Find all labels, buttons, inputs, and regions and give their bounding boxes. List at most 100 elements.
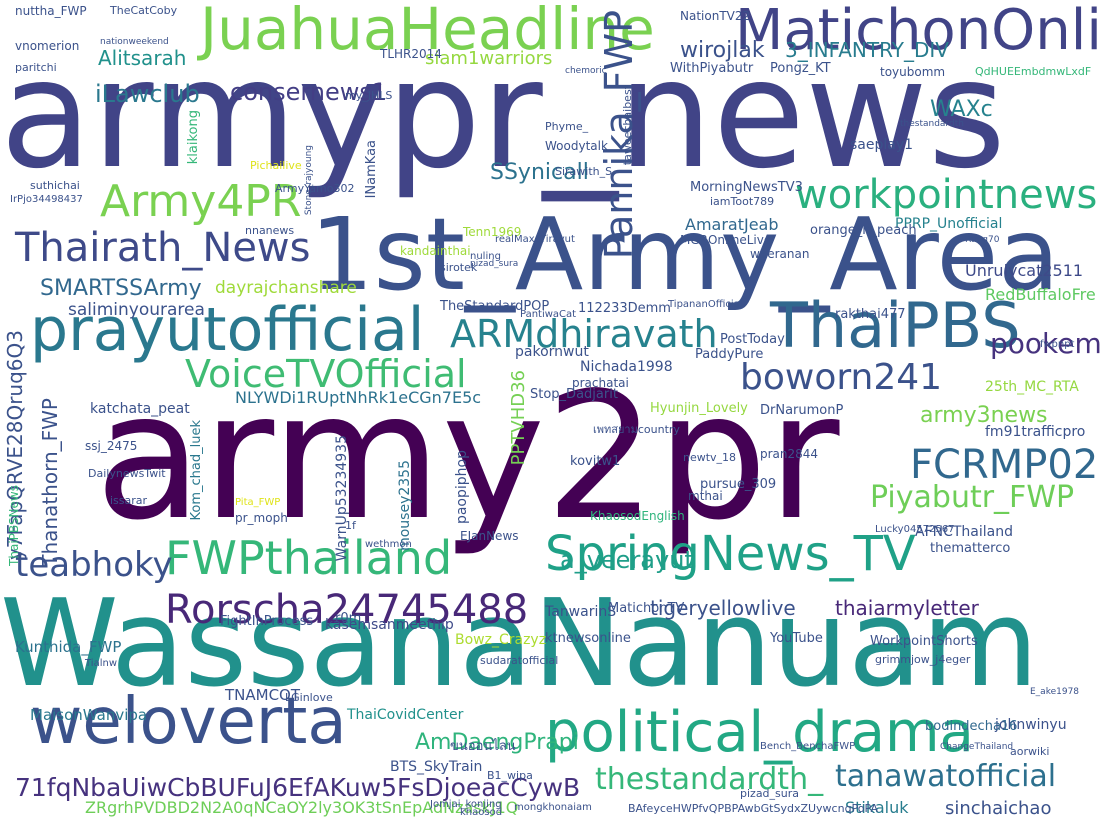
cloud-word: Kunthida_FWP bbox=[15, 638, 122, 656]
cloud-word: Piyabutr_FWP bbox=[870, 480, 1075, 515]
cloud-word: Tenn1969 bbox=[463, 225, 522, 239]
cloud-word: nationweekend bbox=[100, 37, 169, 47]
cloud-word: ssj_2475 bbox=[85, 439, 138, 453]
cloud-word: LGinlove bbox=[285, 691, 333, 704]
cloud-word: 71fqNbaUiwCbBUFuJ6EfAKuw5FsDjoeacCywB bbox=[15, 773, 581, 802]
cloud-word: WassanaNanuam bbox=[0, 575, 1039, 714]
cloud-word: pakornwut bbox=[515, 344, 589, 360]
cloud-word: dayrajchanshare bbox=[215, 278, 357, 298]
cloud-word: boworn241 bbox=[740, 357, 943, 398]
cloud-word: TipananOfficial bbox=[668, 299, 743, 310]
cloud-word: fm91trafficpro bbox=[985, 424, 1086, 440]
cloud-word: khaosod bbox=[460, 807, 503, 818]
cloud-word: fwpnpt bbox=[1040, 339, 1075, 350]
cloud-word: Kom_chad_luek bbox=[189, 420, 204, 521]
cloud-word: Hyunjin_Lovely bbox=[650, 401, 748, 416]
cloud-word: pursue_309 bbox=[700, 477, 777, 492]
cloud-word: paopiphop bbox=[454, 450, 470, 525]
cloud-word: Sirawith_S bbox=[555, 165, 613, 178]
cloud-word: thestandardth bbox=[900, 119, 964, 129]
cloud-word: Jomjai_konjing bbox=[430, 799, 502, 810]
cloud-word: EJanNews bbox=[460, 529, 519, 543]
cloud-word: NationTV22 bbox=[680, 9, 751, 23]
cloud-word: ArmyYamo302 bbox=[275, 182, 355, 195]
cloud-word: MGROnlineLive bbox=[680, 233, 772, 247]
cloud-word: kasemsanmeethip bbox=[325, 617, 454, 633]
cloud-word: JuahuaHeadline bbox=[200, 0, 655, 63]
cloud-word: suthichai bbox=[30, 179, 80, 192]
cloud-word: TheCatCoby bbox=[110, 4, 178, 17]
cloud-word: Army4PR bbox=[100, 176, 302, 227]
cloud-word: Unrulycat2511 bbox=[965, 261, 1084, 280]
cloud-word: taweechaibest bbox=[621, 85, 634, 166]
cloud-word: Tialnw bbox=[85, 658, 118, 669]
cloud-word: klaikong bbox=[186, 110, 201, 165]
cloud-word: rakthai477 bbox=[835, 307, 906, 322]
cloud-word: kovitw1 bbox=[570, 454, 621, 469]
cloud-word: DailynewsTwit bbox=[88, 467, 166, 480]
cloud-word: KhaosodEnglish bbox=[590, 509, 685, 523]
cloud-word: Phyme_ bbox=[545, 120, 589, 133]
cloud-word: PPRP_Unofficial bbox=[895, 216, 1003, 232]
cloud-word: army2pr bbox=[95, 356, 840, 559]
cloud-word: ZRgrhPVDBD2N2A0qNCaOY2ly3OK3tSnEpAdNzask… bbox=[85, 798, 519, 817]
cloud-word: Pita_FWP bbox=[235, 497, 281, 508]
cloud-word: DrNarumonP bbox=[760, 403, 844, 418]
cloud-word: Stikaluk bbox=[845, 798, 909, 817]
cloud-word: SpringNews_TV bbox=[545, 526, 916, 582]
cloud-word: Rorscha24745488 bbox=[165, 587, 529, 633]
cloud-word: ThaiPBSNews bbox=[7, 485, 21, 566]
cloud-word: FightInProcess bbox=[220, 614, 314, 629]
cloud-word: E_ake1978 bbox=[1030, 687, 1080, 697]
cloud-word: saliminyourarea bbox=[68, 300, 205, 320]
cloud-word: political_drama bbox=[545, 700, 974, 765]
cloud-word: wethmon bbox=[365, 539, 412, 550]
cloud-word: prayutofficial bbox=[30, 295, 425, 365]
cloud-word: PostToday bbox=[720, 332, 785, 347]
cloud-word: NLYWDi1RUptNhRk1eCGn7E5c bbox=[235, 388, 482, 407]
cloud-word: Rang70 bbox=[965, 235, 1000, 245]
cloud-word: consernews1 bbox=[230, 78, 388, 106]
cloud-word: 1f bbox=[345, 519, 356, 532]
cloud-word: SMARTSSArmy bbox=[40, 276, 202, 301]
cloud-word: thematterco bbox=[930, 541, 1011, 556]
cloud-word: MatichonTV bbox=[608, 601, 685, 616]
cloud-word: newtv_18 bbox=[683, 451, 737, 464]
cloud-word: tanawatofficial bbox=[835, 759, 1057, 794]
cloud-word: TheStandardPOP bbox=[440, 299, 550, 314]
cloud-word: katchata_peat bbox=[90, 401, 190, 417]
cloud-word: AFNCThailand bbox=[915, 524, 1013, 540]
cloud-word: 3_INFANTRY_DIV bbox=[785, 38, 949, 62]
cloud-word: BTS_SkyTrain bbox=[390, 759, 483, 775]
cloud-word: ThaiPBS bbox=[770, 289, 1021, 362]
cloud-word: ChangeThailand bbox=[940, 742, 1014, 752]
cloud-word: orange_n_peach bbox=[810, 223, 917, 238]
cloud-word: Pichailive bbox=[250, 159, 302, 172]
cloud-word: AmDaengPrapi bbox=[415, 730, 579, 755]
cloud-word: chemoric bbox=[565, 66, 607, 76]
cloud-word: mthai bbox=[688, 489, 723, 503]
cloud-word: QdHUEEmbdmwLxdF bbox=[975, 65, 1092, 78]
cloud-word: RedBuffaloFre bbox=[985, 285, 1096, 304]
cloud-word: thestandardth_ bbox=[595, 762, 824, 797]
cloud-word: thaiarmyletter bbox=[835, 596, 979, 620]
cloud-word: INamKaa bbox=[364, 140, 379, 199]
cloud-word: Stone_rajyoung bbox=[304, 145, 314, 216]
cloud-word: AmaratJeab bbox=[685, 215, 779, 234]
cloud-word: vnomerion bbox=[15, 39, 80, 53]
cloud-word: issarar bbox=[110, 494, 148, 507]
cloud-word: workpointnews bbox=[795, 172, 1098, 218]
cloud-word: FCRMP02 bbox=[910, 442, 1099, 488]
cloud-word: Bowz_Crazyz bbox=[455, 632, 547, 648]
cloud-word: johnwinyu bbox=[995, 717, 1067, 733]
cloud-word: เพทสยามcountry bbox=[593, 423, 680, 436]
cloud-word: saeplay1 bbox=[850, 137, 914, 153]
cloud-word: MaisonWanvipa bbox=[30, 706, 148, 724]
cloud-word: nnanews bbox=[245, 224, 295, 237]
cloud-word: Pongz_KT bbox=[770, 61, 831, 76]
cloud-word: ขนออนไลน bbox=[450, 739, 516, 754]
cloud-word: weeranan bbox=[750, 247, 810, 261]
cloud-word: tigeryellowlive bbox=[650, 596, 796, 620]
cloud-word: army3news bbox=[920, 403, 1048, 428]
cloud-word: TanwarinS bbox=[545, 604, 617, 620]
